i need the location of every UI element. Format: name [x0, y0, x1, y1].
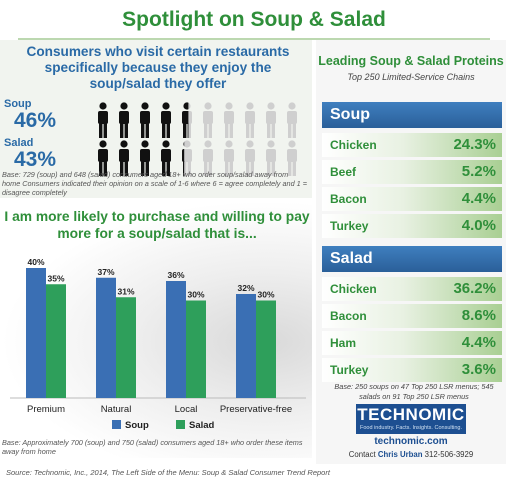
bar-data-label: 37%	[97, 267, 114, 277]
protein-value: 5.2%	[461, 163, 496, 180]
soup-section-header: Soup	[322, 102, 502, 128]
protein-name: Turkey	[330, 219, 369, 233]
soup-protein-row: Beef 5.2%	[322, 160, 502, 184]
person-icon	[243, 140, 257, 176]
person-icon	[285, 102, 299, 138]
legend-swatch	[112, 420, 121, 429]
visit-question: Consumers who visit certain restaurants …	[26, 44, 290, 91]
proteins-subtitle: Top 250 Limited-Service Chains	[347, 72, 475, 82]
bar-data-label: 35%	[47, 273, 64, 283]
page-title: Spotlight on Soup & Salad	[122, 8, 386, 31]
bar-data-label: 32%	[237, 283, 254, 293]
salad-stat-value: 43%	[14, 148, 57, 171]
chart-question: I am more likely to purchase and willing…	[4, 209, 310, 241]
protein-value: 4.4%	[461, 190, 496, 207]
person-icon	[138, 140, 152, 176]
logo-tagline: Food industry. Facts. Insights. Consulti…	[360, 425, 462, 431]
visit-stats-panel: Consumers who visit certain restaurants …	[0, 40, 312, 198]
bar-data-label: 31%	[117, 286, 134, 296]
person-icon	[117, 140, 131, 176]
chart-base-note: Base: Approximately 700 (soup) and 750 (…	[2, 438, 303, 456]
proteins-title: Leading Soup & Salad Proteins	[318, 54, 504, 68]
salad-section-header: Salad	[322, 246, 502, 272]
salad-people-icons	[96, 140, 308, 176]
soup-protein-row: Turkey 4.0%	[322, 214, 502, 238]
protein-value: 4.4%	[461, 334, 496, 351]
bar-salad	[116, 297, 136, 398]
x-tick-label: Premium	[27, 404, 65, 415]
protein-value: 24.3%	[453, 136, 496, 153]
bar-data-label: 30%	[257, 290, 274, 300]
bar-soup	[26, 268, 46, 398]
contact-prefix: Contact	[348, 450, 376, 459]
person-icon	[201, 140, 215, 176]
bar-data-label: 30%	[187, 290, 204, 300]
bar-data-label: 40%	[27, 257, 44, 267]
salad-protein-row: Bacon 8.6%	[322, 304, 502, 328]
soup-protein-row: Bacon 4.4%	[322, 187, 502, 211]
salad-protein-row: Turkey 3.6%	[322, 358, 502, 382]
person-icon	[96, 140, 110, 176]
person-icon	[138, 102, 152, 138]
protein-value: 8.6%	[461, 307, 496, 324]
protein-value: 3.6%	[461, 361, 496, 378]
salad-stat-label: Salad	[4, 137, 34, 149]
title-divider	[18, 38, 490, 40]
source-note: Source: Technomic, Inc., 2014, The Left …	[6, 468, 330, 477]
soup-people-icons	[96, 102, 308, 138]
visit-base-note: Base: 729 (soup) and 648 (salad) consume…	[2, 170, 308, 197]
purchase-chart-panel: I am more likely to purchase and willing…	[0, 200, 312, 458]
website-link[interactable]: technomic.com	[374, 436, 448, 447]
bar-salad	[46, 284, 66, 398]
person-icon	[222, 102, 236, 138]
person-icon	[117, 102, 131, 138]
contact-name: Chris Urban	[377, 450, 423, 459]
legend-swatch	[176, 420, 185, 429]
person-icon	[159, 102, 173, 138]
bar-salad	[256, 300, 276, 398]
protein-value: 36.2%	[453, 280, 496, 297]
person-icon	[159, 140, 173, 176]
bar-soup	[166, 281, 186, 398]
bar-soup	[96, 277, 116, 398]
legend-label: Soup	[125, 420, 149, 431]
person-icon	[285, 140, 299, 176]
technomic-logo: TECHNOMIC	[356, 404, 466, 434]
x-tick-label: Preservative-free	[220, 404, 292, 415]
bar-salad	[186, 300, 206, 398]
person-icon	[264, 140, 278, 176]
salad-protein-row: Ham 4.4%	[322, 331, 502, 355]
soup-protein-row: Chicken 24.3%	[322, 133, 502, 157]
bar-chart: 40%35%Premium37%31%Natural36%30%Local32%…	[10, 257, 306, 431]
contact-line: Contact Chris Urban 312-506-3929	[316, 450, 506, 459]
proteins-panel: Leading Soup & Salad Proteins Top 250 Li…	[316, 40, 506, 464]
protein-name: Bacon	[330, 309, 367, 323]
protein-name: Beef	[330, 165, 357, 179]
person-icon	[180, 102, 194, 138]
soup-stat-value: 46%	[14, 109, 57, 132]
protein-value: 4.0%	[461, 217, 496, 234]
proteins-base-note: Base: 250 soups on 47 Top 250 LSR menus;…	[334, 382, 494, 401]
protein-name: Chicken	[330, 138, 377, 152]
contact-phone: 312-506-3929	[424, 450, 474, 459]
person-icon	[96, 102, 110, 138]
legend-label: Salad	[189, 420, 215, 431]
person-icon	[264, 102, 278, 138]
protein-name: Turkey	[330, 363, 369, 377]
bar-data-label: 36%	[167, 270, 184, 280]
person-icon	[222, 140, 236, 176]
person-icon	[180, 140, 194, 176]
salad-protein-row: Chicken 36.2%	[322, 277, 502, 301]
bar-soup	[236, 294, 256, 398]
protein-name: Bacon	[330, 192, 367, 206]
person-icon	[243, 102, 257, 138]
x-tick-label: Local	[175, 404, 198, 415]
soup-stat-label: Soup	[4, 98, 32, 110]
person-icon	[201, 102, 215, 138]
x-tick-label: Natural	[101, 404, 132, 415]
protein-name: Ham	[330, 336, 357, 350]
protein-name: Chicken	[330, 282, 377, 296]
